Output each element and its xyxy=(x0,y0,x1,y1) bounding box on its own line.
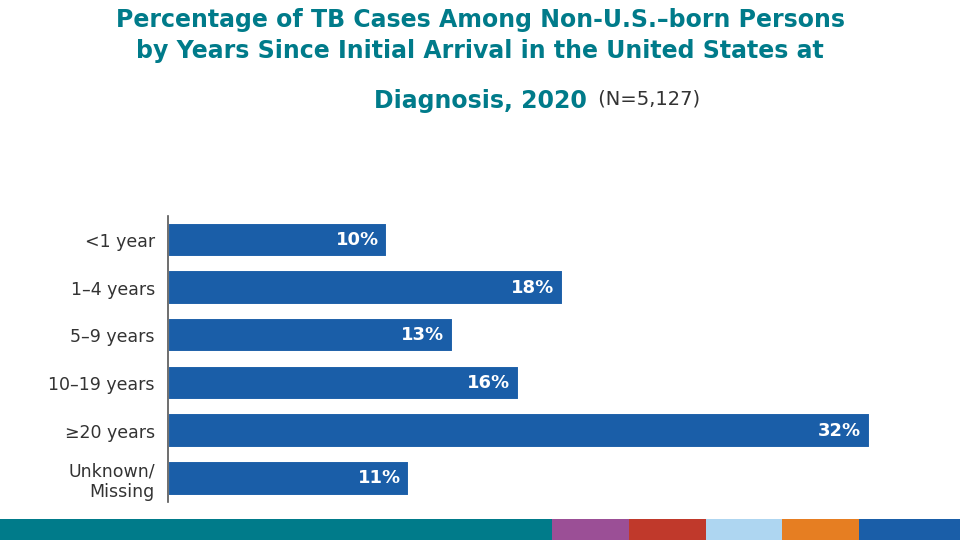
Text: 18%: 18% xyxy=(511,279,554,296)
Text: 13%: 13% xyxy=(401,326,444,345)
Bar xyxy=(168,366,519,400)
Text: Percentage of TB Cases Among Non-U.S.–born Persons
by Years Since Initial Arriva: Percentage of TB Cases Among Non-U.S.–bo… xyxy=(115,8,845,63)
Text: 32%: 32% xyxy=(818,422,861,440)
Bar xyxy=(168,222,388,257)
Text: Diagnosis, 2020: Diagnosis, 2020 xyxy=(373,89,587,113)
Bar xyxy=(168,414,870,448)
Bar xyxy=(168,271,563,305)
Text: 11%: 11% xyxy=(357,469,400,487)
Text: 16%: 16% xyxy=(468,374,511,392)
Text: (N=5,127): (N=5,127) xyxy=(592,89,701,108)
Bar xyxy=(168,318,453,353)
Bar xyxy=(168,461,409,496)
Text: 10%: 10% xyxy=(336,231,378,249)
